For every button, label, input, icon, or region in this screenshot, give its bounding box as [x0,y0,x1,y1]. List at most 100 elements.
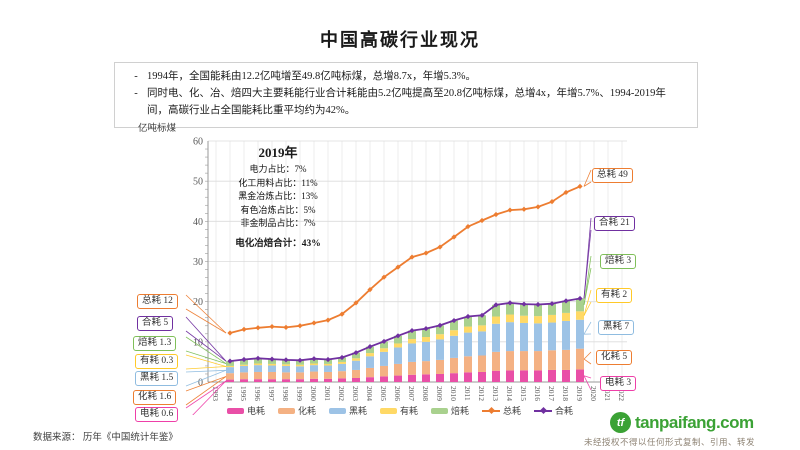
bar-segment-黑耗 [506,322,514,352]
marker-总耗 [451,234,457,240]
bar-segment-电耗 [506,370,514,382]
bar-segment-黑耗 [366,356,374,368]
bar-segment-电耗 [324,378,332,382]
y-tick-label: 30 [193,257,203,268]
bar-segment-焙耗 [352,352,360,359]
bar-segment-黑耗 [254,365,262,372]
bar-segment-焙耗 [366,346,374,354]
x-tick-label: 2019 [575,386,584,401]
marker-总耗 [409,254,415,260]
marker-总耗 [535,204,541,210]
marker-总耗 [549,199,555,205]
bullet-item: - 同时电、化、冶、焙四大主要耗能行业合计耗能由5.2亿吨提高至20.8亿吨标煤… [125,86,685,120]
bar-segment-电耗 [380,376,388,382]
marker-总耗 [493,211,499,218]
bar-segment-焙耗 [240,359,248,365]
callout-left-huahao: 化耗 1.6 [133,390,177,405]
copyright-watermark: 未经授权不得以任何形式复制、引用、转发 [584,437,756,447]
bar-segment-有耗 [296,364,304,367]
bar-segment-有耗 [576,311,584,320]
x-tick-label: 2011 [463,386,472,401]
callout-leader [185,316,227,362]
bar-segment-电耗 [478,371,486,382]
bullet-marker: - [134,71,138,82]
bar-segment-有耗 [562,312,570,321]
bar-segment-焙耗 [380,341,388,349]
annotation-line: 黑金冶炼占比：13% [238,191,318,201]
bullet-text: 同时电、化、冶、焙四大主要耗能行业合计耗能由5.2亿吨提高至20.8亿吨标煤，总… [147,87,666,116]
bar-segment-黑耗 [464,332,472,357]
x-tick-label: 1998 [281,386,290,401]
bar-segment-有耗 [394,343,402,348]
bar-segment-化耗 [296,372,304,380]
legend-label: 电耗 [246,406,265,416]
bullet-text: 1994年，全国能耗由12.2亿吨增至49.8亿吨标煤，总增8.7x，年增5.3… [147,71,476,82]
bar-segment-化耗 [226,373,234,380]
bar-segment-化耗 [310,371,318,379]
callout-right-zonghao: 总耗 49 [592,168,633,183]
y-tick-label: 10 [193,337,203,348]
bar-segment-有耗 [450,330,458,336]
bar-segment-焙耗 [422,328,430,338]
callout-leader [185,369,227,387]
bar-segment-化耗 [492,351,500,371]
bar-segment-电耗 [310,378,318,382]
x-tick-label: 2004 [365,386,374,401]
callout-leader [185,369,227,373]
annotation-line: 有色冶炼占比：5% [240,204,316,215]
marker-合耗 [409,327,415,334]
bar-segment-化耗 [548,350,556,370]
bar-segment-化耗 [240,372,248,380]
bar-segment-黑耗 [352,360,360,370]
bar-segment-化耗 [576,348,584,370]
x-tick-label: 2021 [603,386,612,401]
marker-总耗 [227,330,233,336]
marker-总耗 [325,317,331,323]
legend-item-化耗: 化耗 [277,404,316,417]
bar-segment-电耗 [338,378,346,382]
bar-segment-电耗 [254,379,262,382]
bullet-marker: - [134,87,138,99]
callout-leader [583,351,592,360]
bar-segment-有耗 [254,363,262,366]
callout-leader [192,380,227,415]
bar-segment-焙耗 [506,302,514,315]
bar-segment-电耗 [394,375,402,382]
bar-segment-有耗 [310,363,318,366]
marker-合耗 [479,312,485,318]
callout-right-dianhao: 电耗 3 [600,376,637,391]
legend-label: 焙耗 [451,406,470,416]
tanpaifang-logo[interactable]: tf tanpaifang.com [610,412,754,433]
bar-segment-电耗 [226,379,234,382]
stacked-bar-line-chart: 0 10 20 30 40 50 60 1993 1994 1995 1996 1997 1998 199… [185,137,627,415]
marker-合耗 [549,301,555,307]
bar-segment-黑耗 [380,351,388,366]
bar-segment-黑耗 [338,363,346,372]
bar-segment-焙耗 [394,335,402,344]
bar-segment-电耗 [534,370,542,382]
legend-label: 有耗 [399,406,418,416]
legend-item-有耗: 有耗 [379,404,418,417]
marker-总耗 [339,311,345,317]
bar-segment-化耗 [506,351,514,371]
marker-合耗 [283,357,289,363]
callout-leader [185,330,227,362]
bar-segment-有耗 [380,348,388,352]
callout-leader [583,375,592,391]
callout-left-hehao: 合耗 5 [137,316,174,331]
bar-segment-黑耗 [240,365,248,373]
x-tick-label: 1997 [267,386,276,401]
bar-segment-化耗 [520,351,528,371]
x-tick-label: 1994 [225,386,234,401]
marker-合耗 [493,302,499,308]
y-axis-unit-label: 亿吨标煤 [138,124,177,134]
bar-segment-有耗 [520,315,528,323]
bar-segment-黑耗 [282,365,290,373]
x-tick-label: 2010 [449,386,458,401]
annotation-total: 电化冶焙合计：43% [235,238,321,249]
y-tick-label: 40 [193,217,203,228]
bar-segment-电耗 [436,373,444,382]
x-tick-label: 2000 [309,386,318,401]
bar-segment-化耗 [380,365,388,377]
bar-segment-化耗 [436,359,444,374]
